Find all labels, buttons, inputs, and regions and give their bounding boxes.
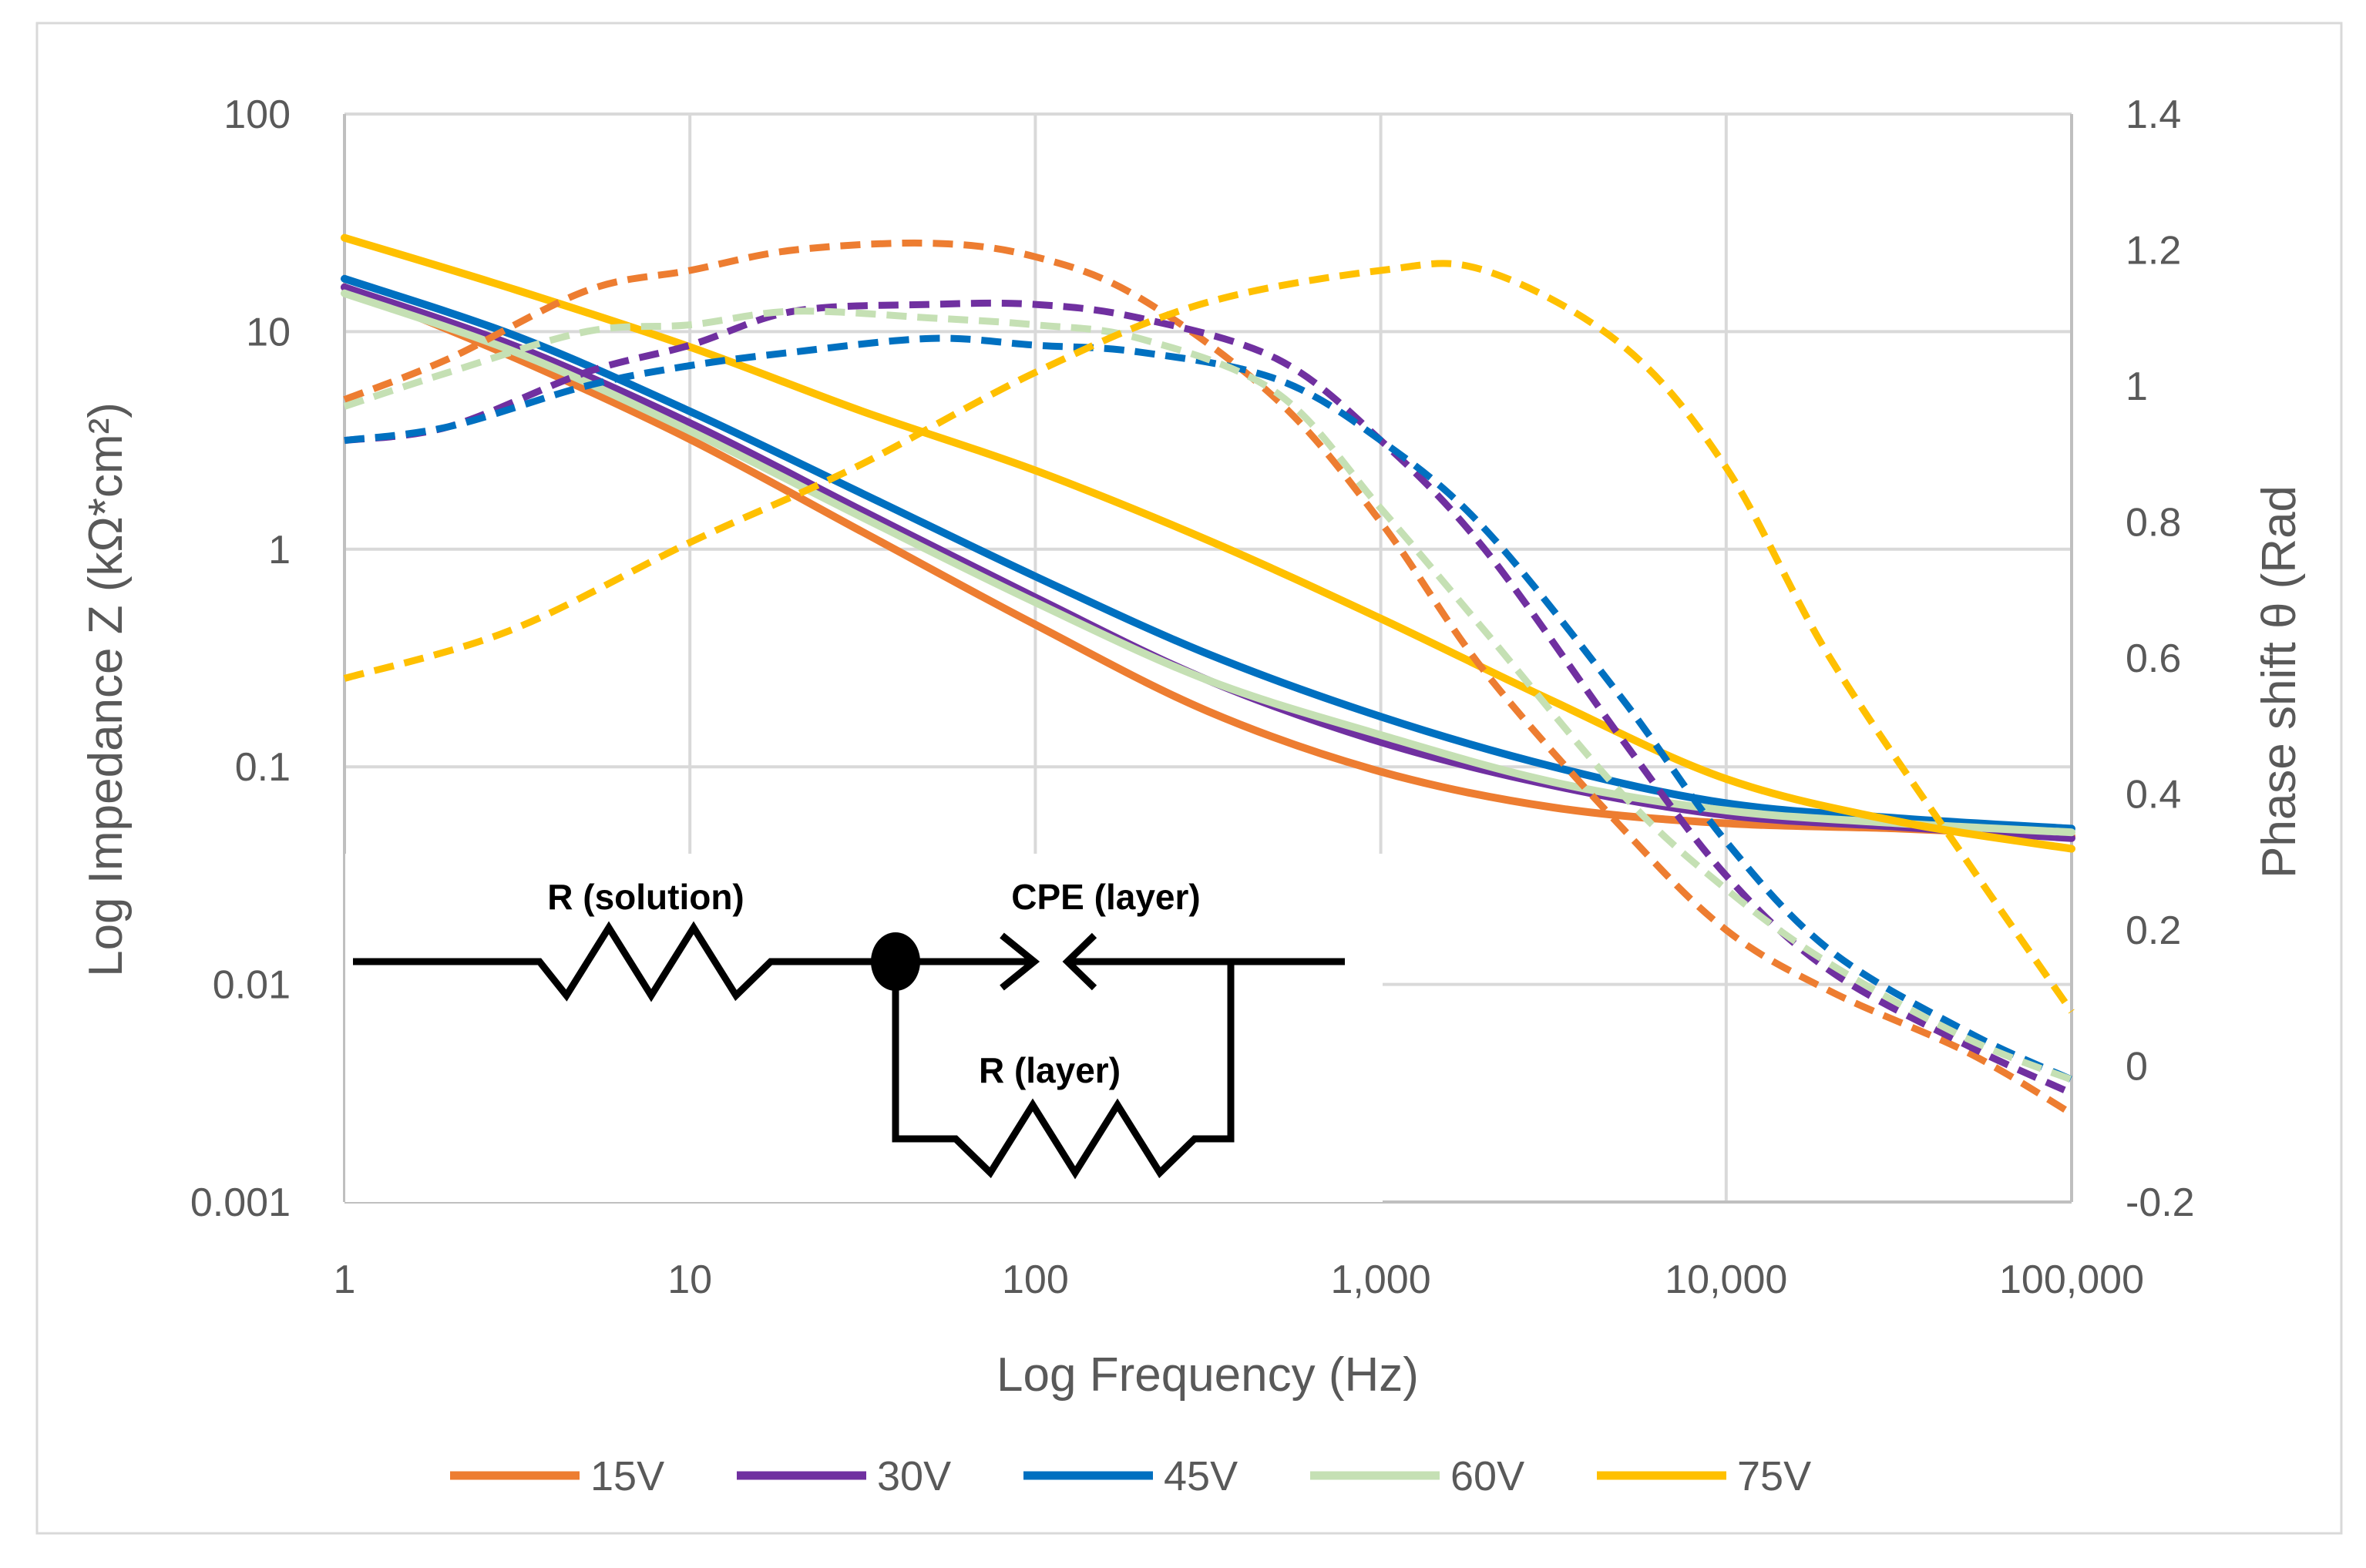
- cpe-layer-symbol: [896, 932, 1345, 991]
- legend-label-30V: 30V: [877, 1453, 951, 1499]
- y-left-tick-label-0: 0.001: [190, 1180, 291, 1225]
- phase-curve-15V: [343, 239, 2074, 1117]
- inset-background: [345, 854, 1383, 1202]
- legend-label-15V: 15V: [590, 1453, 664, 1499]
- x-tick-label-1: 10: [667, 1257, 712, 1302]
- impedance-curve-15V: [341, 283, 2075, 841]
- x-tick-label-2: 100: [1002, 1257, 1069, 1302]
- label-cpe-layer: CPE (layer): [1011, 877, 1200, 917]
- x-tick-label-5: 100,000: [1999, 1257, 2144, 1302]
- y-right-tick-labels: -0.2 0 0.2 0.4 0.6 0.8 1 1.2 1.4: [2126, 92, 2195, 1225]
- label-r-solution: R (solution): [547, 877, 744, 917]
- y-right-tick-label-5: 0.8: [2126, 501, 2181, 546]
- y-left-axis-title: Log Impedance Z (kΩ*cm²): [79, 402, 133, 977]
- chart-frame: [35, 22, 2343, 1535]
- y-right-tick-label-1: 0: [2126, 1045, 2148, 1090]
- y-right-tick-label-7: 1.2: [2126, 229, 2181, 274]
- y-right-tick-label-4: 0.6: [2126, 636, 2181, 681]
- x-tick-label-3: 1,000: [1331, 1257, 1431, 1302]
- phase-curve-45V: [344, 334, 2073, 1083]
- legend-label-45V: 45V: [1164, 1453, 1238, 1499]
- y-right-axis-title: Phase shift θ (Rad: [2253, 485, 2306, 878]
- y-left-tick-label-3: 1: [268, 528, 291, 572]
- resistor-layer-symbol: [892, 962, 1235, 1180]
- series-curves: [341, 233, 2075, 1117]
- x-tick-label-0: 1: [334, 1257, 356, 1302]
- y-left-tick-label-2: 0.1: [235, 745, 291, 790]
- y-left-tick-label-5: 100: [223, 92, 291, 137]
- legend-label-75V: 75V: [1737, 1453, 1811, 1499]
- y-left-tick-label-1: 0.01: [213, 963, 291, 1008]
- label-r-layer: R (layer): [979, 1050, 1121, 1090]
- y-left-tick-label-4: 10: [246, 310, 291, 354]
- y-left-tick-labels: 0.001 0.01 0.1 1 10 100: [190, 92, 291, 1225]
- circuit-node: [871, 932, 920, 991]
- legend-label-60V: 60V: [1450, 1453, 1524, 1499]
- impedance-curve-60V: [341, 289, 2075, 837]
- y-right-tick-label-2: 0.2: [2126, 908, 2181, 953]
- circuit-inset: R (solution) CPE (layer) R (layer): [345, 854, 1383, 1202]
- y-right-tick-label-6: 1: [2126, 364, 2148, 409]
- legend: 15V 30V 45V 60V 75V: [450, 1453, 1811, 1499]
- y-right-tick-label-3: 0.4: [2126, 773, 2181, 818]
- impedance-curve-45V: [341, 274, 2075, 833]
- x-tick-labels: 1 10 100 1,000 10,000 100,000: [334, 1257, 2144, 1302]
- phase-curve-75V: [343, 260, 2075, 1014]
- impedance-curve-75V: [341, 233, 2075, 853]
- y-right-tick-label-8: 1.4: [2126, 92, 2181, 137]
- phase-curve-60V: [343, 307, 2073, 1083]
- x-tick-label-4: 10,000: [1665, 1257, 1787, 1302]
- x-axis-title: Log Frequency (Hz): [996, 1348, 1419, 1402]
- resistor-solution-symbol: [353, 921, 896, 1002]
- y-right-tick-label-0: -0.2: [2126, 1180, 2195, 1225]
